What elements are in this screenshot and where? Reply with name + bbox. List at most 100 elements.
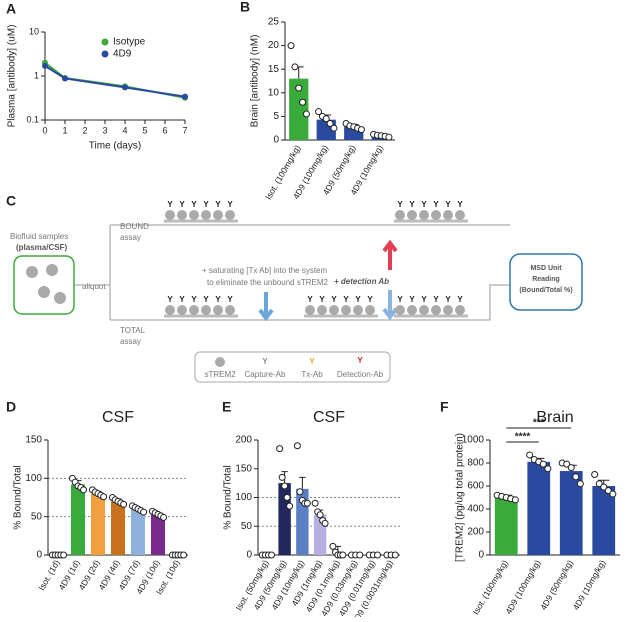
x-tick-label: 4D9 (50mg/kg)	[538, 558, 575, 612]
source-label: Biofluid samples	[10, 232, 68, 241]
x-tick-label: 2	[82, 125, 87, 135]
y-axis-label: Brain [antibody] (nM)	[250, 35, 261, 128]
legend-marker	[101, 38, 109, 46]
strem2	[225, 305, 235, 315]
x-tick-label: 3	[102, 125, 107, 135]
flow-line	[74, 224, 510, 321]
strem2	[189, 305, 199, 315]
data-point	[563, 460, 571, 468]
y-tick-label: 800	[467, 458, 484, 469]
strem2	[419, 305, 429, 315]
chart-title: Brain	[536, 409, 573, 426]
x-tick-label: 0	[42, 125, 47, 135]
antibody-icon: Y	[227, 200, 233, 209]
reader-label: Reading	[532, 276, 560, 283]
antibody-icon: Y	[409, 200, 415, 209]
antibody-icon: Y	[191, 200, 197, 209]
total-sub: assay	[120, 337, 141, 346]
series-point	[122, 84, 128, 91]
bar	[131, 509, 145, 555]
data-point	[283, 494, 291, 501]
series-point	[62, 75, 68, 82]
antibody-icon: Y	[457, 200, 463, 209]
y-tick-label: 25	[268, 17, 280, 28]
data-point	[303, 499, 311, 507]
y-tick-label: 0	[478, 550, 484, 561]
y-tick-label: 150	[235, 463, 252, 474]
legend-icon	[215, 357, 225, 367]
x-tick-label: 1	[62, 125, 67, 135]
reader-label: (Bound/Total %)	[519, 287, 572, 294]
strem2	[305, 305, 315, 315]
y-tick-label: 1000	[462, 435, 485, 446]
y-axis-label: % Bound/Total	[13, 465, 24, 530]
data-point	[374, 551, 382, 559]
data-point	[322, 115, 330, 123]
antibody-icon: Y	[397, 200, 403, 209]
strem2	[165, 305, 175, 315]
antibody-icon: Y	[331, 295, 337, 304]
data-point	[287, 42, 295, 50]
antibody-icon: Y	[433, 295, 439, 304]
y-tick-label: 15	[268, 64, 280, 75]
step2-label: + detection Ab	[334, 277, 389, 286]
data-point	[286, 502, 294, 510]
bar	[559, 471, 583, 555]
data-point	[391, 551, 399, 559]
strem2	[395, 210, 405, 220]
strem2	[407, 305, 417, 315]
data-point	[539, 460, 547, 468]
strem2	[365, 305, 375, 315]
data-point	[385, 133, 393, 141]
sample-dot	[54, 292, 66, 304]
legend-label: 4D9	[113, 49, 132, 60]
strem2	[177, 210, 187, 220]
strem2	[225, 210, 235, 220]
legend-icon: Y	[309, 357, 315, 366]
legend-label: Isotype	[113, 37, 146, 48]
antibody-icon: Y	[343, 295, 349, 304]
significance-label: ****	[515, 432, 531, 443]
sample-box	[13, 255, 75, 315]
x-tick-label: 5	[142, 125, 147, 135]
panel-label: C	[6, 193, 16, 209]
antibody-icon: Y	[179, 295, 185, 304]
panel-label: D	[6, 399, 16, 415]
strem2	[407, 210, 417, 220]
step1-label: + saturating [Tx Ab] into the system	[202, 266, 328, 275]
data-point	[160, 513, 168, 521]
y-tick-label: 0	[246, 550, 252, 561]
data-point	[576, 480, 584, 488]
bar	[111, 501, 125, 555]
sample-dot	[38, 286, 50, 298]
legend-label: Detection-Ab	[337, 370, 384, 379]
panel-label: E	[222, 399, 231, 415]
bar	[91, 493, 105, 555]
data-point	[293, 442, 301, 450]
data-point	[595, 480, 603, 488]
significance-label: ***	[533, 418, 545, 429]
error-bar	[299, 476, 306, 489]
y-tick-label: 0.1	[26, 114, 39, 124]
strem2	[443, 210, 453, 220]
antibody-icon: Y	[167, 200, 173, 209]
y-tick-label: 20	[268, 40, 280, 51]
data-point	[302, 110, 310, 118]
legend-icon: Y	[357, 356, 363, 365]
legend-icon: Y	[262, 357, 268, 366]
data-point	[609, 490, 617, 498]
bound-sub: assay	[120, 233, 141, 242]
data-point	[278, 473, 286, 481]
antibody-icon: Y	[367, 295, 373, 304]
panel-label: A	[6, 1, 16, 17]
antibody-icon: Y	[191, 295, 197, 304]
data-point	[321, 519, 329, 527]
antibody-icon: Y	[167, 295, 173, 304]
strem2	[443, 305, 453, 315]
strem2	[341, 305, 351, 315]
data-point	[356, 551, 364, 559]
data-point	[296, 488, 304, 496]
strem2	[455, 305, 465, 315]
source-sub: (plasma/CSF)	[16, 243, 67, 252]
data-point	[604, 487, 612, 495]
